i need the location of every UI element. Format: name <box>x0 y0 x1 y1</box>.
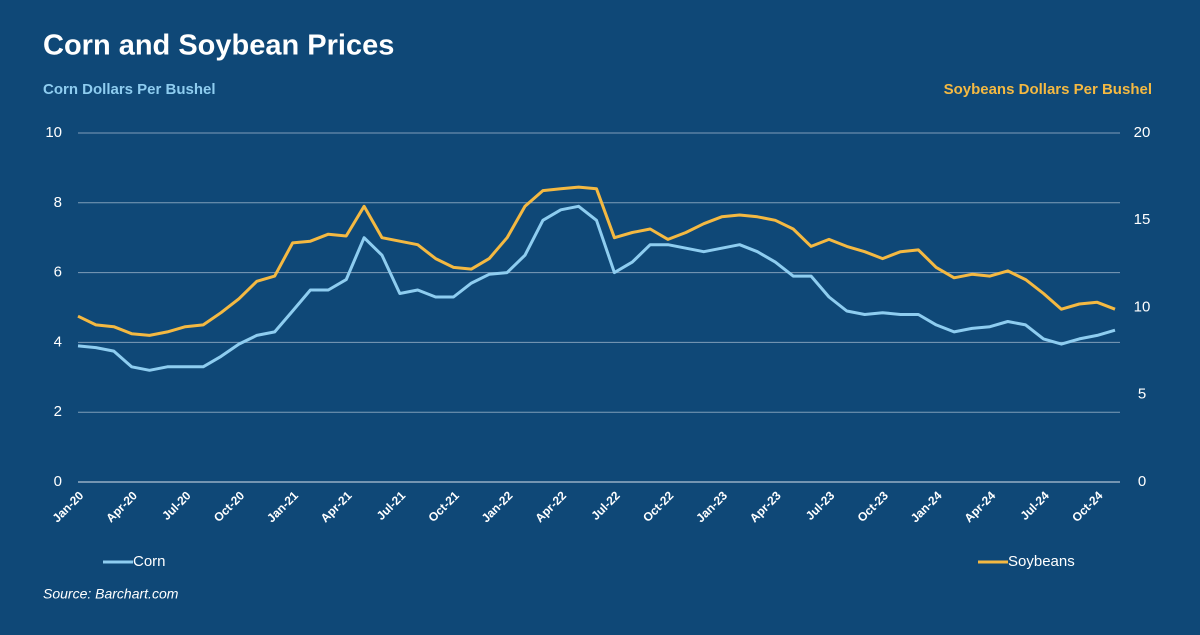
y2-tick-label: 5 <box>1138 386 1146 403</box>
y2-tick-label: 15 <box>1134 211 1151 228</box>
chart-title: Corn and Soybean Prices <box>43 30 394 62</box>
series-line <box>77 204 1116 372</box>
y-tick-label: 6 <box>54 264 62 281</box>
y-axis-title: Corn Dollars Per Bushel <box>43 81 216 98</box>
legend-label: Soybeans <box>1008 553 1075 570</box>
legend-label: Corn <box>133 553 166 570</box>
source: Source: Barchart.com <box>43 586 179 602</box>
series-line <box>77 185 1116 337</box>
y-tick-label: 10 <box>45 124 62 141</box>
y2-axis-title: Soybeans Dollars Per Bushel <box>944 81 1152 98</box>
y2-tick-label: 10 <box>1134 298 1151 315</box>
y-tick-label: 8 <box>54 194 62 211</box>
y-tick-label: 4 <box>54 333 62 350</box>
y-tick-label: 0 <box>54 473 62 490</box>
y2-tick-label: 0 <box>1138 473 1146 490</box>
y2-tick-label: 20 <box>1134 124 1151 141</box>
y-tick-label: 2 <box>54 403 62 420</box>
